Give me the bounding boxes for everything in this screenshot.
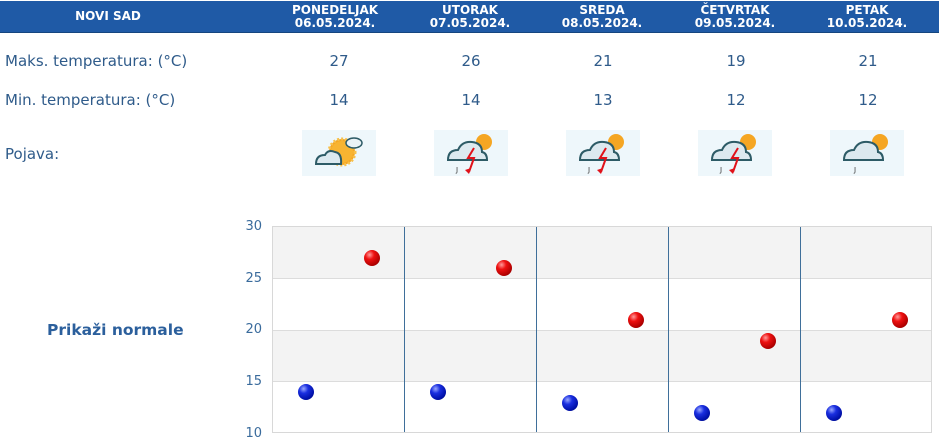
y-tick: 20: [245, 322, 262, 337]
y-tick: 30: [245, 219, 262, 234]
y-tick: 25: [245, 271, 262, 286]
day-separator: [536, 227, 537, 432]
max-temp-point: [364, 250, 380, 266]
day-name: PONEDELJAK: [291, 3, 379, 17]
min-temp-point: [826, 405, 842, 421]
grid-band: [273, 330, 931, 381]
min-temp-point: [694, 405, 710, 421]
day-header-4: ČETVRTAK 09.05.2024.: [670, 1, 800, 35]
min-temp-point: [298, 384, 314, 400]
gridline: [273, 330, 931, 331]
max-temp-value: 21: [593, 52, 613, 70]
phenomenon-label: Pojava:: [5, 145, 60, 163]
y-tick: 15: [245, 374, 262, 389]
day-name: ČETVRTAK: [700, 3, 770, 17]
min-temp-point: [430, 384, 446, 400]
day-date: 08.05.2024.: [561, 16, 643, 30]
forecast-header: NOVI SAD PONEDELJAK 06.05.2024. UTORAK 0…: [0, 1, 939, 33]
thunderstorm-sun-icon: J: [566, 130, 640, 176]
city-name: NOVI SAD: [75, 9, 141, 23]
thunderstorm-sun-icon: J: [698, 130, 772, 176]
day-header-2: UTORAK 07.05.2024.: [405, 1, 535, 35]
thunderstorm-sun-icon: J: [434, 130, 508, 176]
min-temp-label: Min. temperatura: (°C): [5, 91, 176, 109]
day-name: SREDA: [579, 3, 625, 17]
day-date: 06.05.2024.: [294, 16, 376, 30]
partly-sunny-icon: [302, 130, 376, 176]
day-separator: [800, 227, 801, 432]
min-temp-value: 12: [726, 91, 746, 109]
min-temp-value: 14: [461, 91, 481, 109]
svg-text:J: J: [455, 166, 458, 174]
day-date: 09.05.2024.: [694, 16, 776, 30]
max-temp-label: Maks. temperatura: (°C): [5, 52, 188, 70]
day-header-1: PONEDELJAK 06.05.2024.: [270, 1, 400, 35]
day-name: UTORAK: [442, 3, 498, 17]
day-date: 07.05.2024.: [429, 16, 511, 30]
max-temp-value: 19: [726, 52, 746, 70]
temperature-chart: [272, 226, 932, 433]
min-temp-point: [562, 395, 578, 411]
min-temp-value: 13: [593, 91, 613, 109]
day-separator: [404, 227, 405, 432]
day-header-5: PETAK 10.05.2024.: [802, 1, 932, 35]
min-temp-value: 12: [858, 91, 878, 109]
max-temp-value: 26: [461, 52, 481, 70]
day-header-3: SREDA 08.05.2024.: [537, 1, 667, 35]
max-temp-value: 27: [329, 52, 349, 70]
show-normals-link[interactable]: Prikaži normale: [47, 321, 184, 339]
max-temp-point: [628, 312, 644, 328]
gridline: [273, 381, 931, 382]
min-temp-value: 14: [329, 91, 349, 109]
max-temp-point: [496, 260, 512, 276]
gridline: [273, 278, 931, 279]
svg-text:J: J: [587, 166, 590, 174]
grid-band: [273, 227, 931, 278]
svg-text:J: J: [719, 166, 722, 174]
day-separator: [668, 227, 669, 432]
max-temp-point: [892, 312, 908, 328]
svg-text:J: J: [853, 166, 856, 174]
day-date: 10.05.2024.: [826, 16, 908, 30]
max-temp-value: 21: [858, 52, 878, 70]
rain-cloud-sun-icon: J: [830, 130, 904, 176]
day-name: PETAK: [845, 3, 889, 17]
max-temp-point: [760, 333, 776, 349]
y-tick: 10: [245, 426, 262, 441]
